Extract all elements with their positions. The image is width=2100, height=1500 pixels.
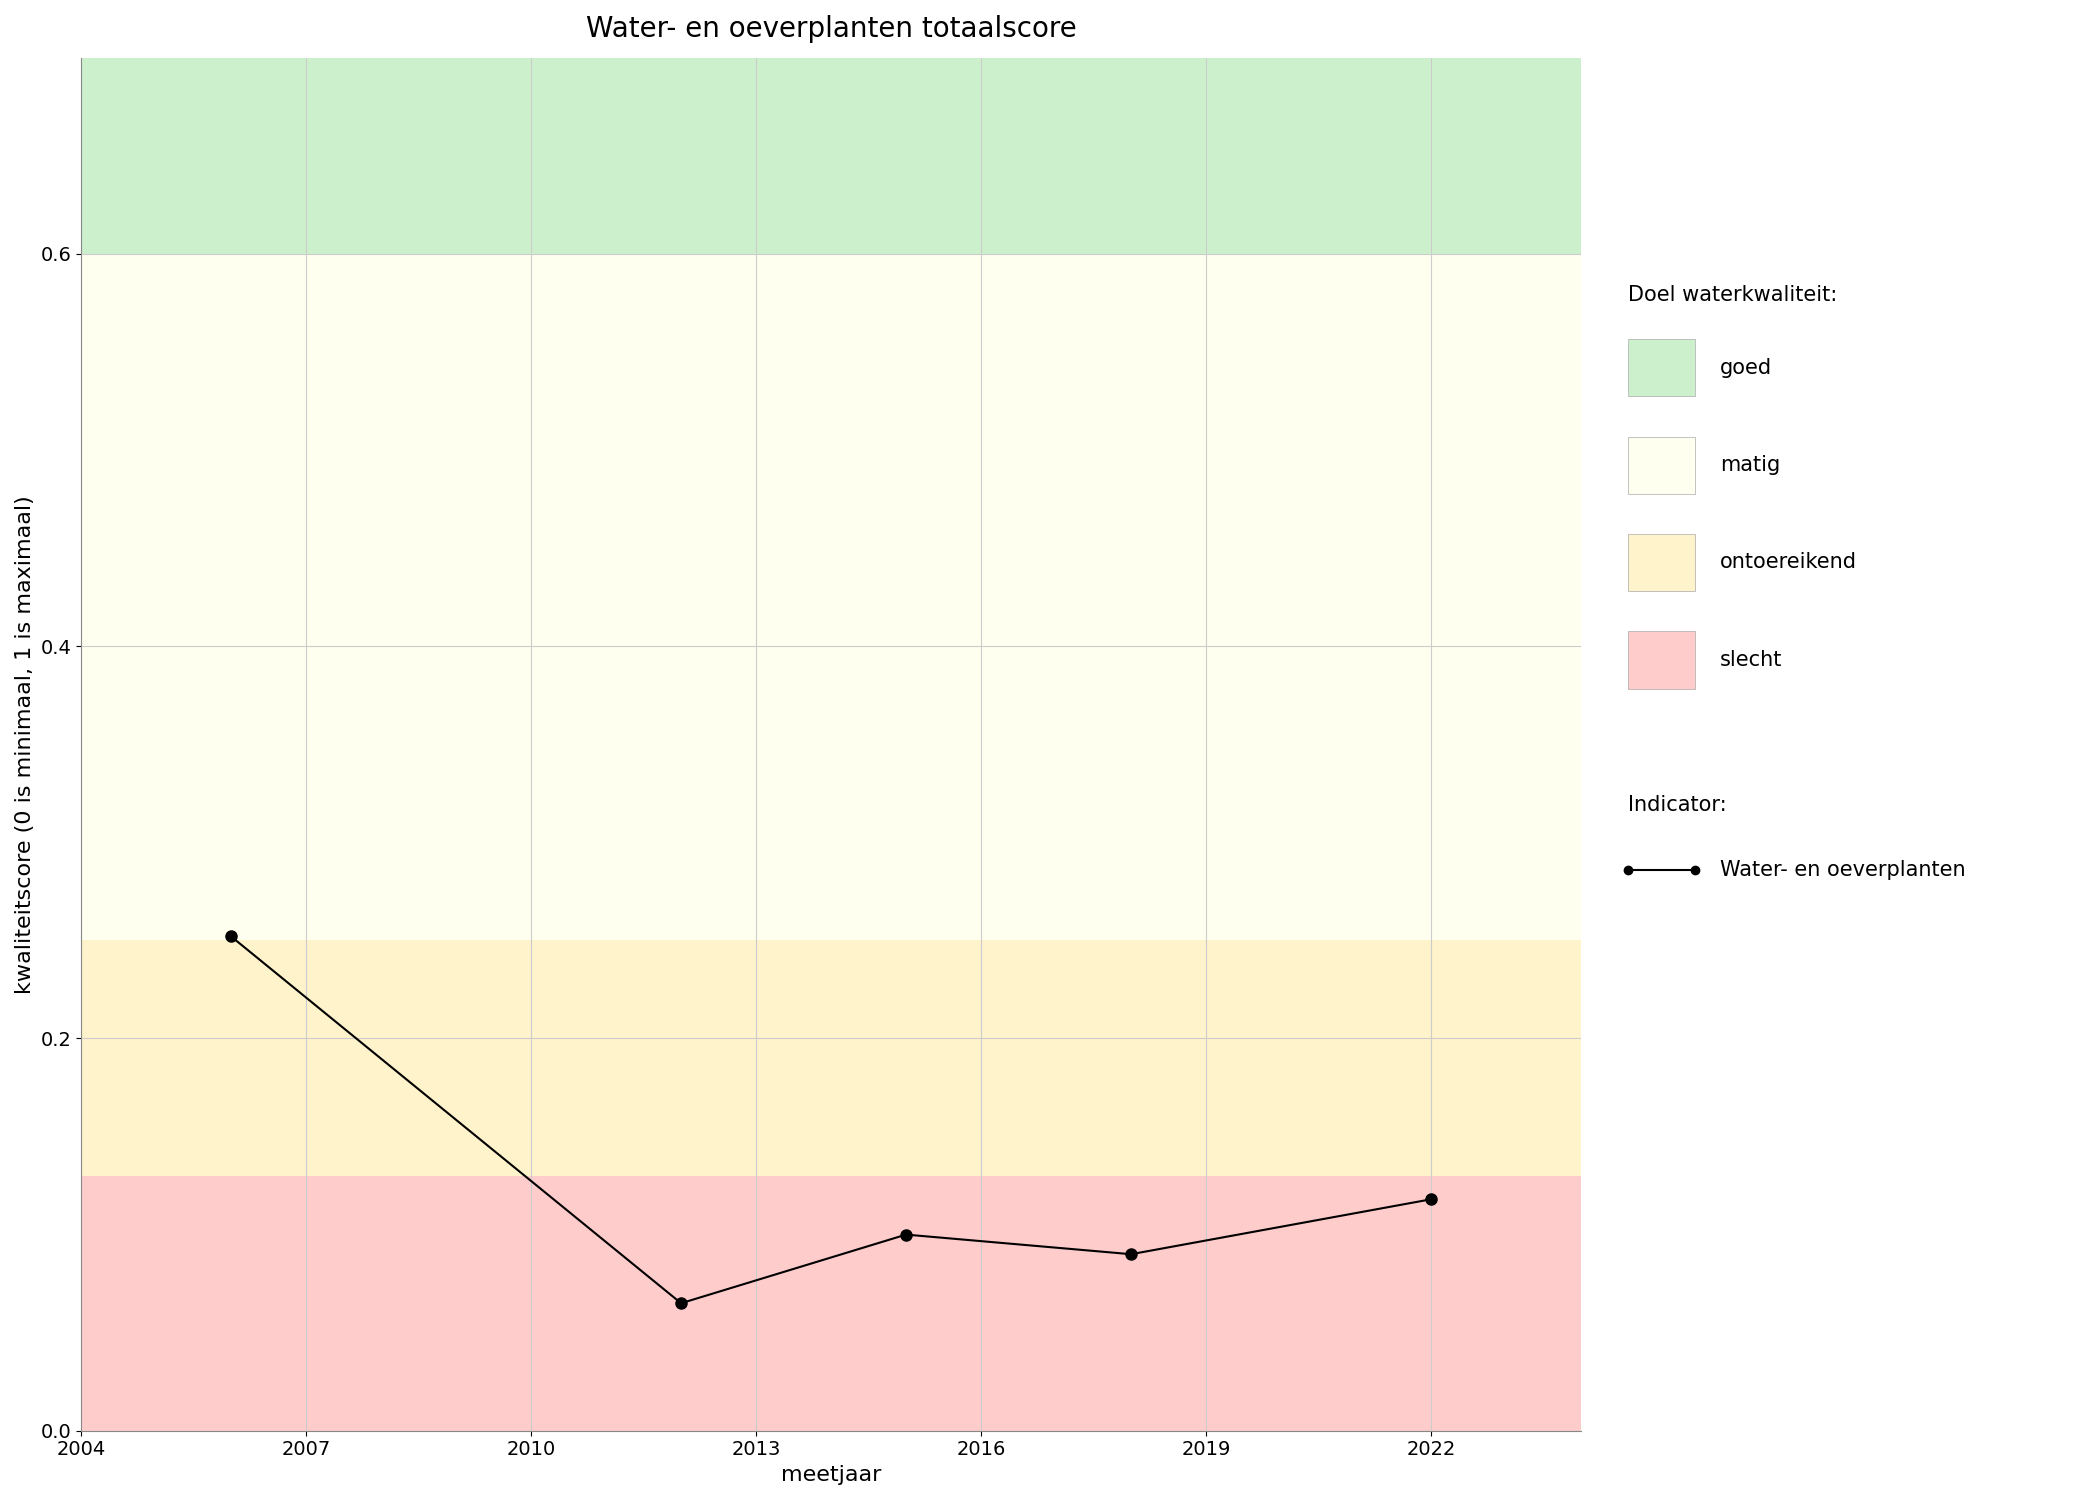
Bar xyxy=(82,940,1581,1176)
Bar xyxy=(82,254,1581,940)
Text: Water- en oeverplanten: Water- en oeverplanten xyxy=(1720,859,1966,880)
Text: matig: matig xyxy=(1720,454,1781,476)
Bar xyxy=(82,58,1581,254)
X-axis label: meetjaar: meetjaar xyxy=(781,1466,882,1485)
Text: goed: goed xyxy=(1720,357,1772,378)
Title: Water- en oeverplanten totaalscore: Water- en oeverplanten totaalscore xyxy=(586,15,1077,44)
Text: ontoereikend: ontoereikend xyxy=(1720,552,1856,573)
Y-axis label: kwaliteitscore (0 is minimaal, 1 is maximaal): kwaliteitscore (0 is minimaal, 1 is maxi… xyxy=(15,495,36,993)
Text: Indicator:: Indicator: xyxy=(1628,795,1726,814)
Text: slecht: slecht xyxy=(1720,650,1783,670)
Text: Doel waterkwaliteit:: Doel waterkwaliteit: xyxy=(1628,285,1838,304)
Bar xyxy=(82,1176,1581,1431)
